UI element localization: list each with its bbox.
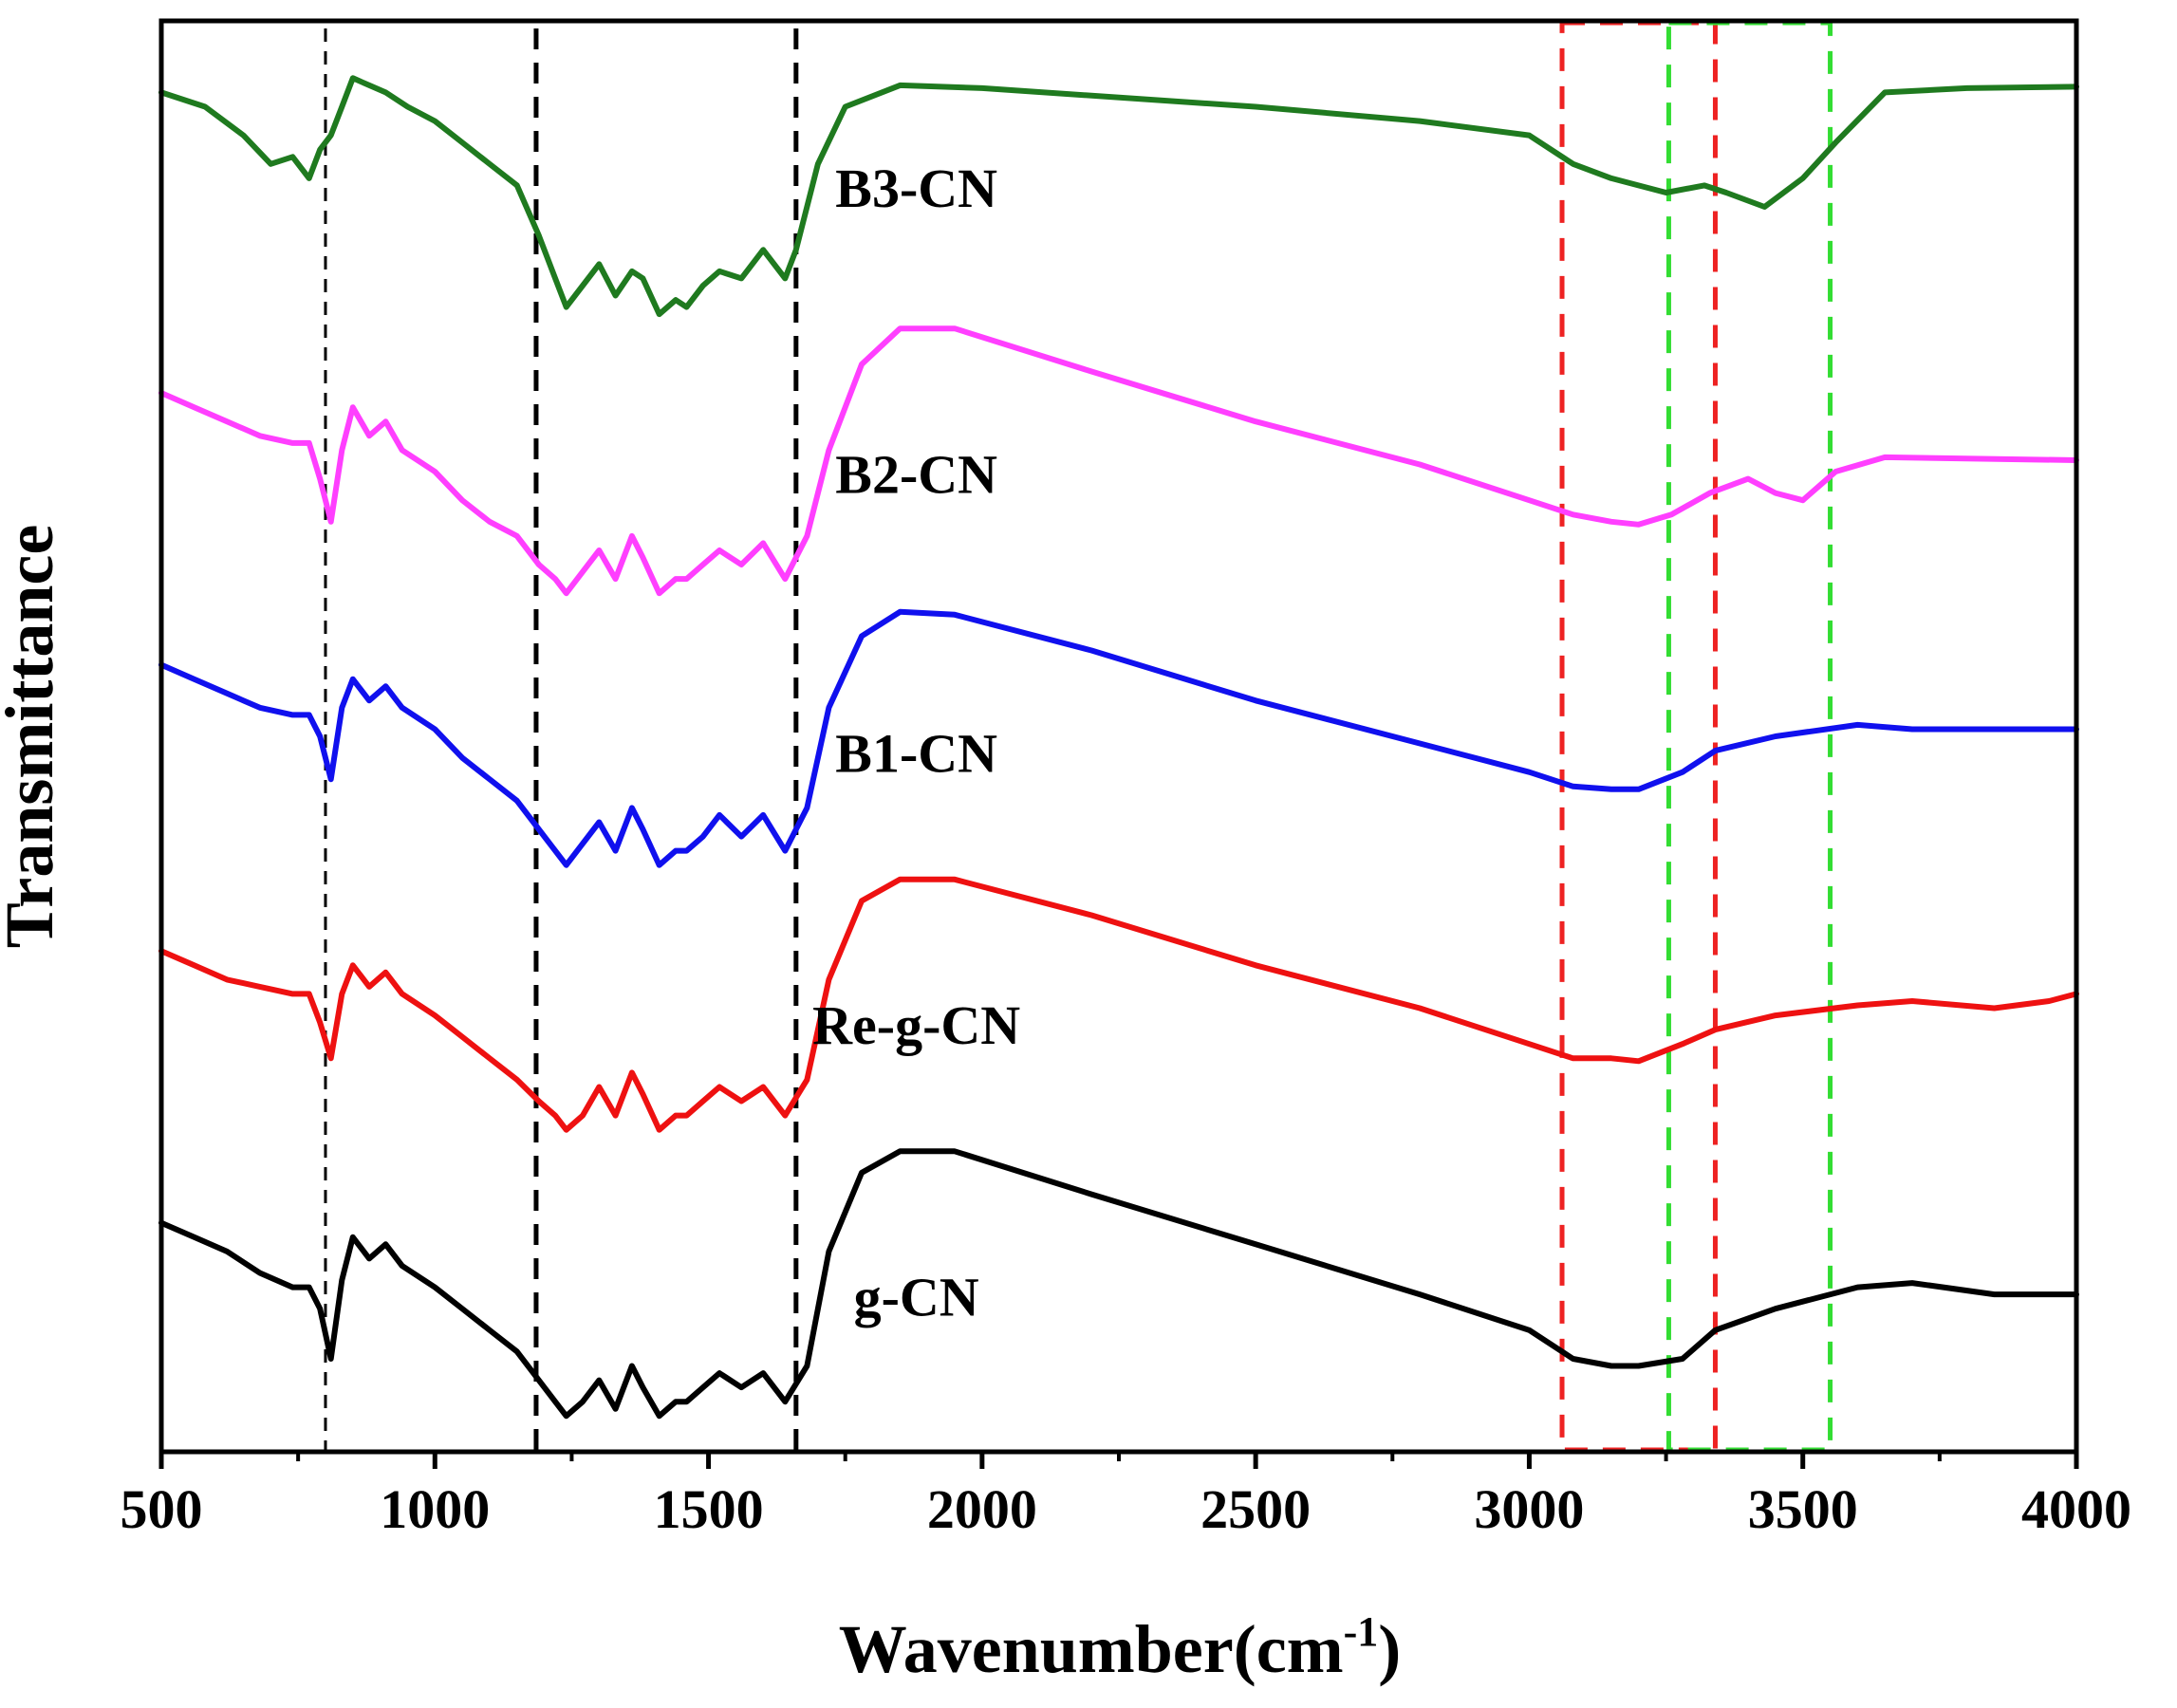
- series-line-re-g-cn: [158, 876, 2079, 1133]
- x-axis-title-main: Wavenumber(cm: [839, 1611, 1344, 1687]
- x-tick-label-1500: 1500: [654, 1478, 764, 1540]
- x-tick-label-2500: 2500: [1200, 1478, 1311, 1540]
- x-tick-label-4000: 4000: [2021, 1478, 2131, 1540]
- y-axis-title: Transmittance: [0, 525, 67, 949]
- series-label-b3-cn: B3-CN: [835, 158, 997, 219]
- series-label-g-cn: g-CN: [854, 1267, 979, 1328]
- x-tick-label-3000: 3000: [1474, 1478, 1584, 1540]
- x-axis-title: Wavenumber(cm-1): [839, 1608, 1402, 1687]
- x-tick-label-500: 500: [121, 1478, 203, 1540]
- series-label-b2-cn: B2-CN: [835, 444, 997, 506]
- x-axis-title-superscript: -1: [1344, 1608, 1379, 1655]
- series-labels: B3-CN B2-CN B1-CN Re-g-CN g-CN: [812, 158, 1020, 1328]
- series-line-b1-cn: [158, 608, 2079, 868]
- series-line-b2-cn: [158, 325, 2079, 597]
- series-label-re-g-cn: Re-g-CN: [812, 994, 1020, 1056]
- x-tick-label-1000: 1000: [380, 1478, 490, 1540]
- series-lines: [158, 75, 2079, 1420]
- x-tick-label-3500: 3500: [1748, 1478, 1858, 1540]
- x-axis-title-suffix: ): [1378, 1611, 1401, 1687]
- series-line-b3-cn: [158, 75, 2079, 318]
- x-tick-label-2000: 2000: [927, 1478, 1037, 1540]
- series-label-b1-cn: B1-CN: [835, 723, 997, 785]
- x-axis-ticks: 500 1000 1500 2000 2500 3000 3500 4000: [121, 1452, 2131, 1540]
- series-line-g-cn: [158, 1148, 2079, 1420]
